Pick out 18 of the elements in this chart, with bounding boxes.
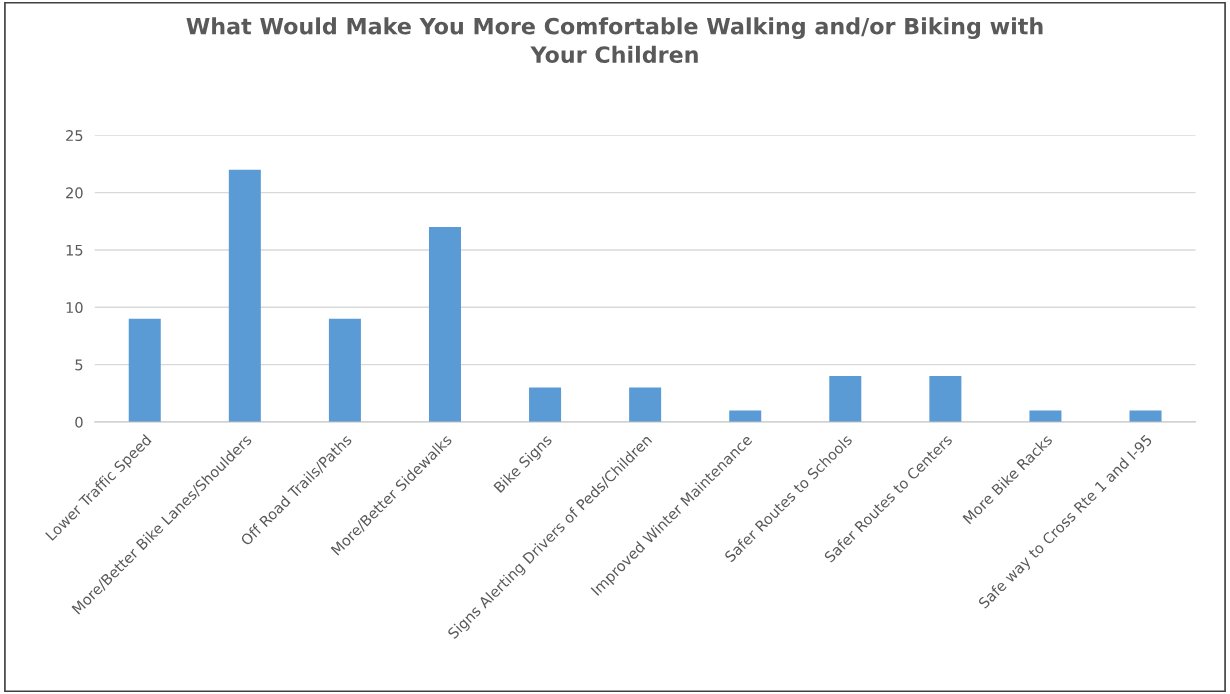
bar [829,376,862,422]
y-tick-label: 5 [75,359,83,371]
y-tick-label: 0 [75,416,83,428]
chart-title: What Would Make You More Comfortable Walking and/or Biking with Your Children [186,17,1043,63]
bar [529,387,562,422]
bar [929,376,962,422]
bar [428,227,461,422]
bar [228,169,261,422]
bar [729,410,762,422]
bar [128,318,161,422]
y-tick-label: 25 [66,130,83,142]
bar [1129,410,1162,422]
bar [328,318,361,422]
y-tick-label: 15 [66,244,83,256]
bar [1029,410,1062,422]
y-tick-label: 20 [66,187,83,199]
bar [629,387,662,422]
y-tick-label: 10 [66,302,83,314]
